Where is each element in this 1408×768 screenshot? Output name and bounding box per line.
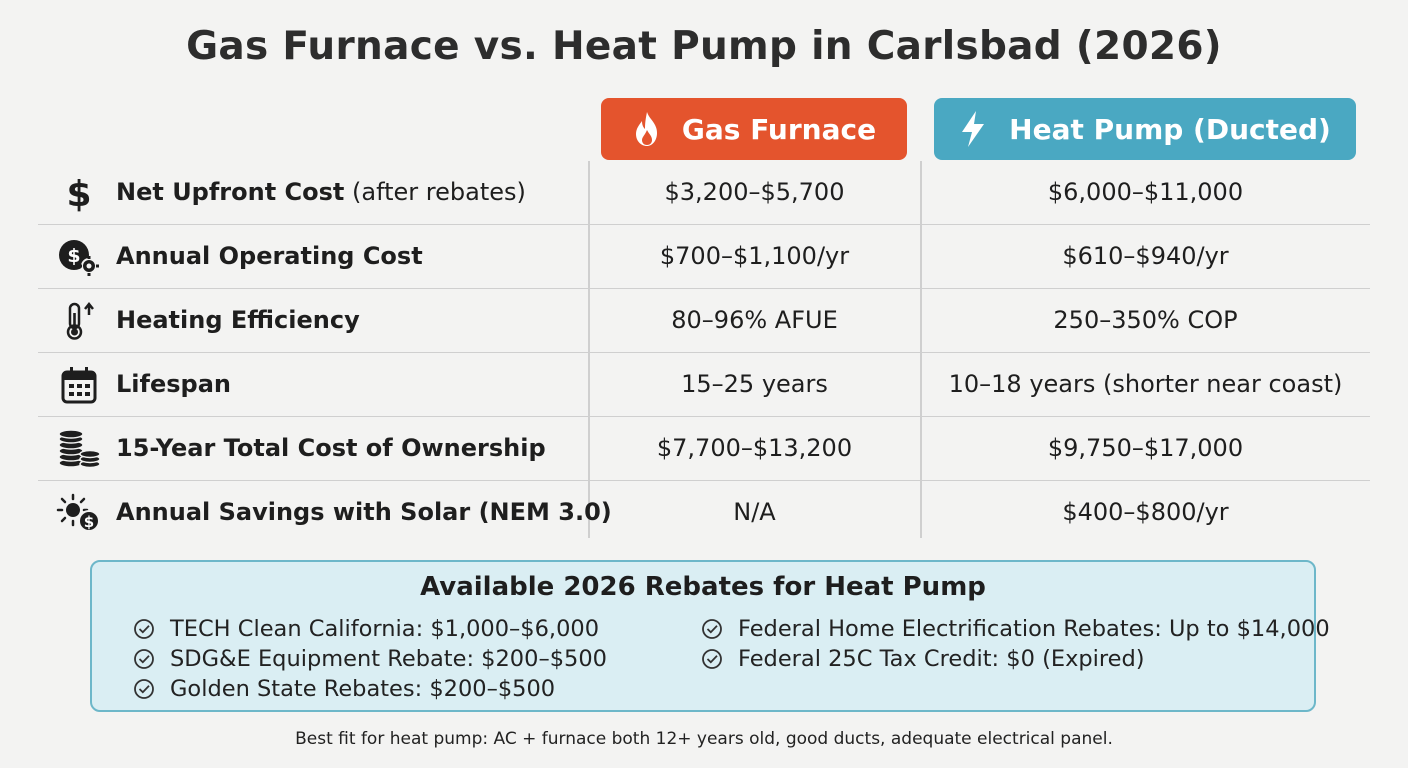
gas-value: $700–$1,100/yr xyxy=(659,242,850,270)
comparison-table: $ Net Upfront Cost (after rebates) $3,20… xyxy=(38,161,1370,544)
heat-pump-value: $9,750–$17,000 xyxy=(1047,434,1244,462)
sun-dollar-icon: $ xyxy=(56,493,102,533)
gas-value: N/A xyxy=(733,498,776,526)
row-label: Heating Efficiency xyxy=(116,306,360,334)
table-row: 15-Year Total Cost of Ownership $7,700–$… xyxy=(38,417,1370,481)
gas-furnace-header: Gas Furnace xyxy=(601,98,907,160)
row-label: Net Upfront Cost (after rebates) xyxy=(116,178,526,206)
rebate-item: TECH Clean California: $1,000–$6,000 xyxy=(132,616,599,642)
calendar-icon xyxy=(56,365,102,405)
heat-pump-value: $400–$800/yr xyxy=(1062,498,1229,526)
gas-value: 15–25 years xyxy=(681,370,828,398)
table-row: $ Annual Operating Cost $700–$1,100/yr $… xyxy=(38,225,1370,289)
check-circle-icon xyxy=(702,649,722,669)
flame-icon xyxy=(632,109,666,149)
gas-value: $3,200–$5,700 xyxy=(664,178,845,206)
row-label: Annual Savings with Solar (NEM 3.0) xyxy=(116,498,612,526)
svg-text:$: $ xyxy=(66,174,91,213)
gas-value: 80–96% AFUE xyxy=(671,306,838,334)
heat-pump-value: $6,000–$11,000 xyxy=(1047,178,1244,206)
heat-pump-value: 10–18 years (shorter near coast) xyxy=(948,370,1343,398)
check-circle-icon xyxy=(134,679,154,699)
rebate-item: Federal 25C Tax Credit: $0 (Expired) xyxy=(700,646,1145,672)
dollar-sign-icon: $ xyxy=(56,173,102,213)
rebate-item: SDG&E Equipment Rebate: $200–$500 xyxy=(132,646,607,672)
gas-furnace-label: Gas Furnace xyxy=(681,112,877,146)
page-title: Gas Furnace vs. Heat Pump in Carlsbad (2… xyxy=(186,24,1222,69)
coin-stack-icon xyxy=(56,429,102,469)
row-label: Lifespan xyxy=(116,370,231,398)
svg-text:$: $ xyxy=(84,513,94,531)
thermometer-icon xyxy=(56,301,102,341)
rebate-item: Golden State Rebates: $200–$500 xyxy=(132,676,555,702)
heat-pump-label: Heat Pump (Ducted) xyxy=(1009,112,1331,146)
heat-pump-header: Heat Pump (Ducted) xyxy=(934,98,1356,160)
rebates-panel: Available 2026 Rebates for Heat Pump TEC… xyxy=(90,560,1330,712)
lightning-bolt-icon xyxy=(959,109,993,149)
dollar-gear-icon: $ xyxy=(56,237,102,277)
check-circle-icon xyxy=(134,619,154,639)
check-circle-icon xyxy=(134,649,154,669)
row-label: 15-Year Total Cost of Ownership xyxy=(116,434,546,462)
footer-note: Best fit for heat pump: AC + furnace bot… xyxy=(295,729,1113,749)
column-divider xyxy=(920,161,922,538)
rebate-item: Federal Home Electrification Rebates: Up… xyxy=(700,616,1330,642)
column-divider xyxy=(588,161,590,538)
table-row: $ Net Upfront Cost (after rebates) $3,20… xyxy=(38,161,1370,225)
table-row: Lifespan 15–25 years 10–18 years (shorte… xyxy=(38,353,1370,417)
table-row: $ Annual Savings with Solar (NEM 3.0) N/… xyxy=(38,481,1370,544)
svg-text:$: $ xyxy=(67,245,80,267)
row-label: Annual Operating Cost xyxy=(116,242,423,270)
heat-pump-value: $610–$940/yr xyxy=(1062,242,1229,270)
table-row: Heating Efficiency 80–96% AFUE 250–350% … xyxy=(38,289,1370,353)
gas-value: $7,700–$13,200 xyxy=(656,434,853,462)
rebates-title: Available 2026 Rebates for Heat Pump xyxy=(420,572,986,602)
heat-pump-value: 250–350% COP xyxy=(1053,306,1238,334)
check-circle-icon xyxy=(702,619,722,639)
